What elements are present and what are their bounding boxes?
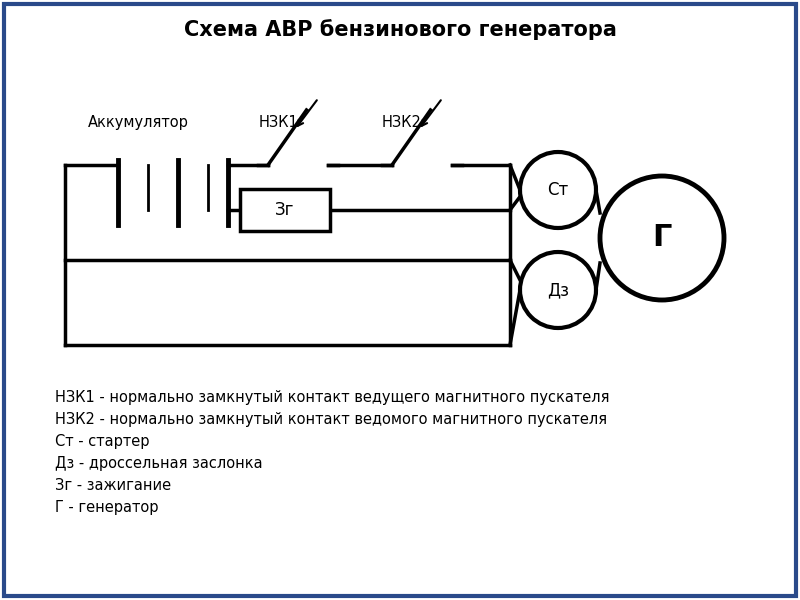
Text: Г: Г xyxy=(652,223,672,253)
Text: НЗК1 - нормально замкнутый контакт ведущего магнитного пускателя: НЗК1 - нормально замкнутый контакт ведущ… xyxy=(55,390,610,405)
Circle shape xyxy=(520,152,596,228)
Text: НЗК2 - нормально замкнутый контакт ведомого магнитного пускателя: НЗК2 - нормально замкнутый контакт ведом… xyxy=(55,412,607,427)
Text: Ст - стартер: Ст - стартер xyxy=(55,434,150,449)
Text: НЗК1: НЗК1 xyxy=(258,115,298,130)
Text: Зг: Зг xyxy=(275,201,294,219)
Circle shape xyxy=(520,252,596,328)
Text: Схема АВР бензинового генератора: Схема АВР бензинового генератора xyxy=(183,20,617,40)
Text: Ст: Ст xyxy=(547,181,569,199)
Text: Зг - зажигание: Зг - зажигание xyxy=(55,478,171,493)
Text: Аккумулятор: Аккумулятор xyxy=(87,115,189,130)
Circle shape xyxy=(600,176,724,300)
Text: НЗК2: НЗК2 xyxy=(382,115,422,130)
Text: Г - генератор: Г - генератор xyxy=(55,500,158,515)
Text: Дз - дроссельная заслонка: Дз - дроссельная заслонка xyxy=(55,456,262,471)
Bar xyxy=(240,189,330,231)
Text: Дз: Дз xyxy=(547,281,569,299)
